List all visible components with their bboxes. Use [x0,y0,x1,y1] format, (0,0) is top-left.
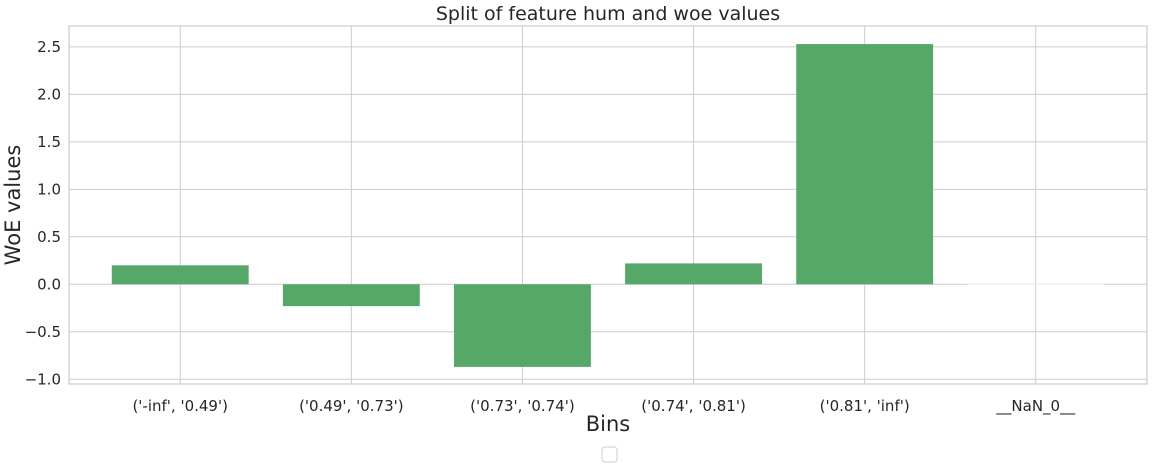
bar [796,44,934,285]
y-tick-labels: −1.0 −0.5 0.0 0.5 1.0 1.5 2.0 2.5 [25,38,61,388]
chart-title: Split of feature hum and woe values [436,3,780,25]
y-tick-label: 0.5 [37,228,61,246]
bar [625,263,762,285]
plot-frame [68,25,1148,385]
y-tick-label: 2.5 [37,38,61,56]
legend-box [601,446,618,463]
x-tick-label: ('-inf', '0.49') [132,397,228,415]
bar [454,284,591,367]
x-tick-label: ('0.81', 'inf') [820,397,910,415]
y-tick-label: −1.0 [25,370,61,388]
grid-lines [69,26,1147,384]
y-tick-label: 2.0 [37,85,61,103]
y-tick-label: −0.5 [25,323,61,341]
y-tick-label: 1.5 [37,133,61,151]
bar [967,284,1105,286]
bar [282,284,420,307]
x-tick-label: ('0.73', '0.74') [470,397,575,415]
bars [111,44,1105,367]
x-tick-label: __NaN_0__ [995,397,1075,416]
x-tick-label: ('0.74', '0.81') [641,397,746,415]
x-axis-label: Bins [586,412,631,436]
bar [111,265,249,285]
x-tick-label: ('0.49', '0.73') [299,397,404,415]
x-tick-labels: ('-inf', '0.49') ('0.49', '0.73') ('0.73',… [132,397,1075,416]
y-tick-label: 0.0 [37,275,61,293]
y-axis-label: WoE values [1,145,25,266]
y-tick-label: 1.0 [37,180,61,198]
